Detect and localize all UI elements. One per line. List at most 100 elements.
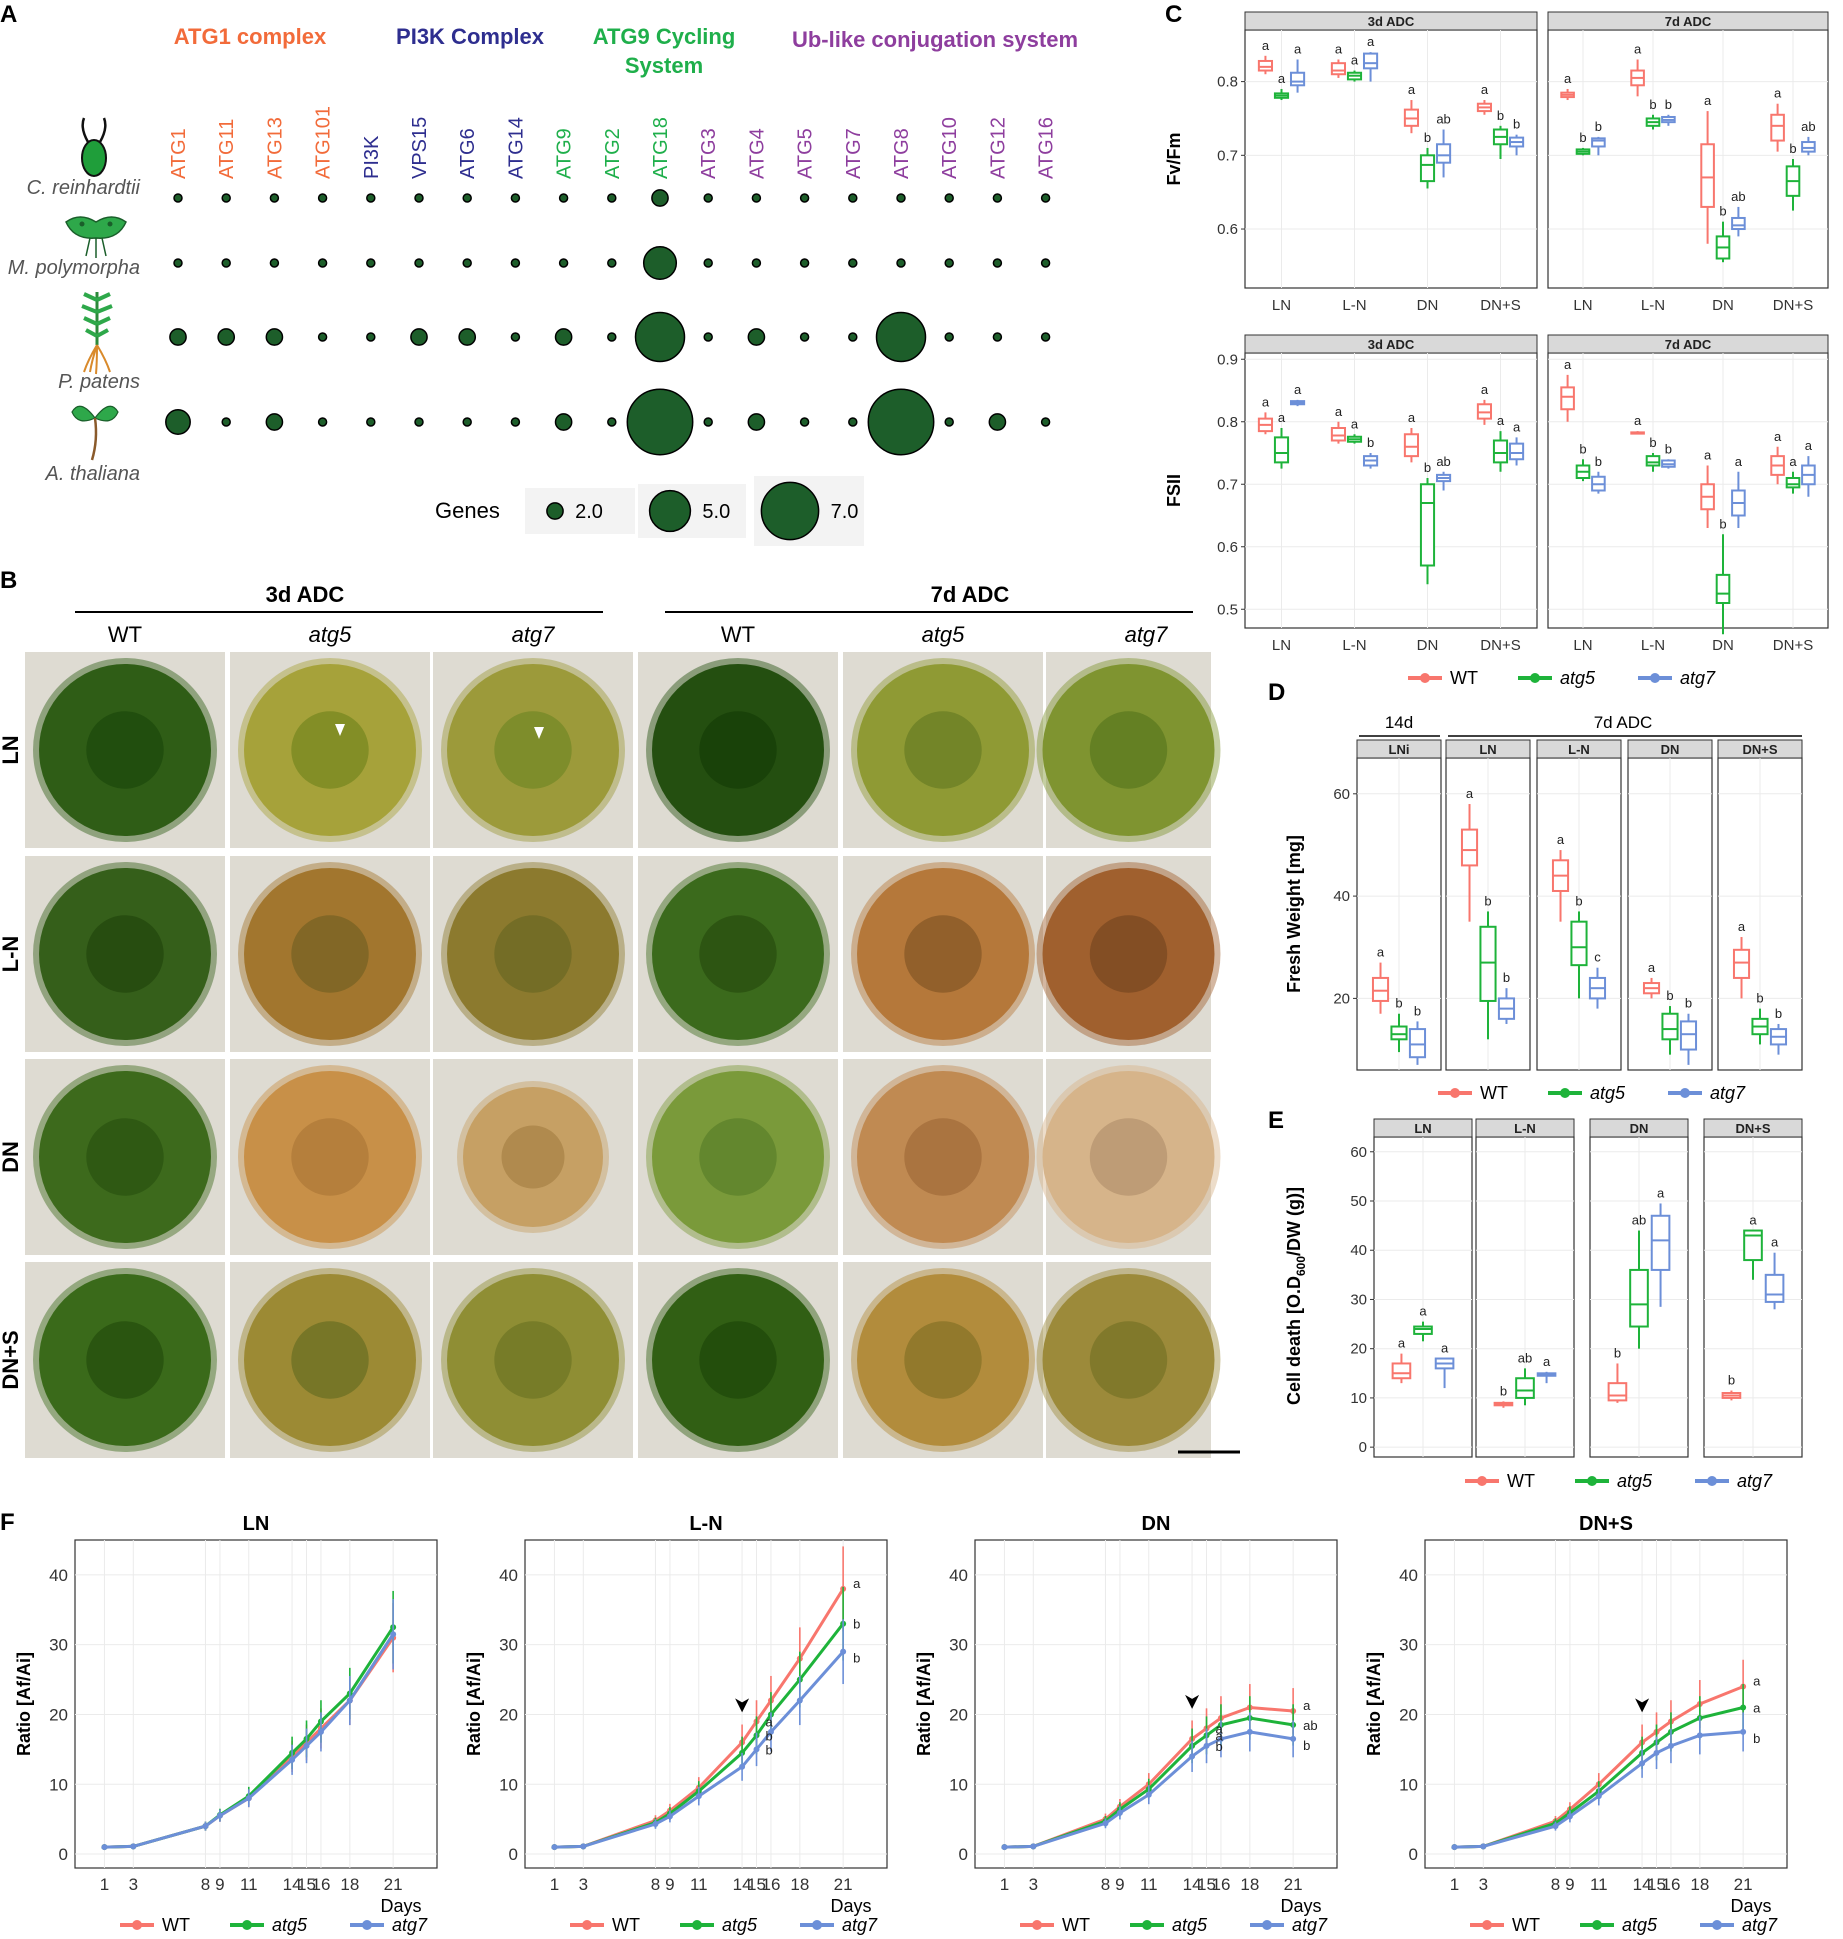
gene-label: ATG16 (1036, 117, 1058, 179)
significance-letter: b (1497, 108, 1504, 123)
box-body (1403, 433, 1420, 458)
y-axis-title: FSII (1164, 474, 1184, 507)
facet-strip-label: DN (1661, 742, 1680, 757)
facet-strip (1547, 334, 1829, 354)
moss-colony-center (86, 711, 164, 789)
legend-dot (1707, 1476, 1717, 1486)
gene-count-bubble (366, 417, 376, 427)
gene-count-bubble (848, 332, 858, 342)
y-tick-label: 10 (1350, 1390, 1367, 1407)
legend-dot (1650, 673, 1660, 683)
significance-letter: a (1634, 41, 1642, 56)
significance-letter: a (1303, 1698, 1311, 1713)
y-tick-label: 20 (949, 1705, 968, 1724)
box-body (1330, 62, 1347, 76)
gene-count-bubble (799, 193, 810, 203)
species-label: P. patens (58, 371, 140, 393)
x-tick-label: 11 (240, 1875, 258, 1894)
legend-label: atg5 (722, 1915, 758, 1935)
legend-bubble (546, 502, 564, 520)
ylabel-subscript: 600 (1294, 1256, 1308, 1276)
y-tick-label: 0.6 (1217, 221, 1238, 238)
y-tick-label: 40 (949, 1566, 968, 1585)
significance-letter: a (1557, 832, 1565, 847)
y-tick-label: 0.7 (1217, 476, 1238, 493)
x-tick-label: 16 (1211, 1875, 1230, 1894)
x-tick-label: LN (1272, 637, 1291, 654)
legend-label: atg5 (1622, 1915, 1658, 1935)
significance-letter: a (1657, 1185, 1665, 1200)
gene-label: ATG6 (457, 128, 479, 179)
significance-letter: b (1513, 117, 1520, 132)
gene-count-bubble (414, 417, 424, 427)
x-tick-label: 21 (834, 1875, 853, 1894)
data-point (1552, 1823, 1559, 1830)
facet-strip-label: LN (1479, 742, 1496, 757)
significance-letter: b (1665, 441, 1672, 456)
y-tick-label: 10 (499, 1775, 518, 1794)
significance-letter: b (1424, 460, 1431, 475)
significance-letter: b (766, 1728, 773, 1743)
gene-count-bubble (366, 332, 376, 342)
x-tick-label: 18 (340, 1875, 359, 1894)
facet-strip-label: DN+S (1742, 742, 1777, 757)
significance-letter: a (1262, 38, 1270, 53)
significance-letter: b (853, 1651, 860, 1666)
box-body (1408, 1028, 1427, 1059)
gene-count-bubble (703, 417, 713, 427)
legend-value: 2.0 (575, 501, 603, 523)
gene-label: ATG2 (602, 128, 624, 179)
facet-panel (74, 1539, 438, 1869)
significance-letter: b (1500, 1383, 1507, 1398)
y-tick-label: 0.8 (1217, 414, 1238, 431)
gene-count-bubble (875, 311, 927, 363)
gene-count-bubble (867, 388, 935, 456)
significance-letter: a (1704, 93, 1712, 108)
significance-letter: a (1753, 1700, 1761, 1715)
facet-title: DN (1142, 1513, 1171, 1535)
significance-letter: a (1351, 53, 1359, 68)
series-line (1454, 1730, 1744, 1849)
x-tick-label: 3 (579, 1875, 588, 1894)
box-body (1770, 113, 1785, 142)
moss-colony-center (291, 711, 369, 789)
legend-label: atg7 (1292, 1915, 1328, 1935)
significance-letter: a (1749, 1213, 1757, 1228)
gene-label: ATG14 (505, 117, 527, 179)
significance-letter: a (1408, 410, 1416, 425)
y-tick-label: 60 (1350, 1144, 1367, 1161)
genotype-label: atg7 (1125, 622, 1169, 647)
legend-dot (812, 1920, 822, 1930)
panel-c-label: C (1165, 1, 1182, 28)
legend-value: 7.0 (831, 501, 859, 523)
condition-row-label: DN+S (0, 1330, 23, 1389)
significance-letter: b (1503, 970, 1510, 985)
gene-count-bubble (317, 332, 328, 342)
species-label: M. polymorpha (8, 257, 140, 279)
facet-title: DN+S (1579, 1513, 1633, 1535)
gene-count-bubble (992, 258, 1003, 268)
significance-letter: ab (1632, 1213, 1646, 1228)
x-tick-label: 8 (201, 1875, 210, 1894)
box-body (1801, 141, 1816, 153)
gene-label: ATG11 (216, 119, 238, 179)
significance-letter: a (1648, 960, 1656, 975)
gene-label: ATG5 (795, 128, 817, 179)
data-point (303, 1742, 310, 1749)
significance-letter: a (1441, 1341, 1449, 1356)
significance-letter: a (1294, 41, 1302, 56)
moss-colony-center (291, 1118, 369, 1196)
legend-bubble (760, 481, 820, 541)
moss-colony-center (291, 1321, 369, 1399)
data-point (695, 1793, 702, 1800)
significance-letter: b (1666, 988, 1673, 1003)
legend-dot (1680, 1088, 1690, 1098)
gene-count-bubble (366, 193, 376, 203)
gene-count-bubble (165, 409, 191, 435)
moss-colony-center (1089, 1118, 1168, 1196)
gene-count-bubble (558, 193, 569, 203)
legend-label: atg7 (842, 1915, 878, 1935)
moss-colony-center (904, 915, 982, 993)
arrowhead-icon (735, 1698, 750, 1713)
legend-label: atg5 (1590, 1083, 1626, 1103)
